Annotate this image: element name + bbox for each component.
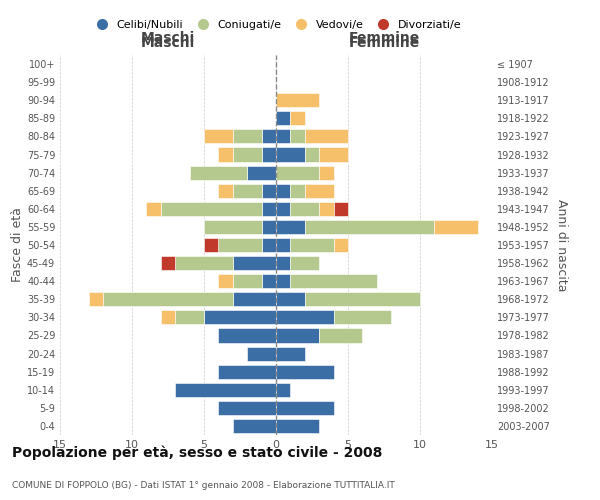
- Bar: [218, 364, 276, 378]
- Bar: [161, 310, 175, 324]
- Bar: [276, 292, 305, 306]
- Bar: [233, 292, 276, 306]
- Bar: [204, 130, 233, 143]
- Bar: [276, 274, 290, 288]
- Bar: [233, 130, 262, 143]
- Bar: [290, 274, 377, 288]
- Bar: [305, 184, 334, 198]
- Bar: [233, 419, 276, 433]
- Bar: [233, 184, 262, 198]
- Bar: [161, 202, 262, 216]
- Bar: [262, 274, 276, 288]
- Bar: [175, 310, 204, 324]
- Bar: [305, 292, 420, 306]
- Bar: [262, 148, 276, 162]
- Bar: [276, 166, 319, 179]
- Bar: [89, 292, 103, 306]
- Bar: [276, 220, 305, 234]
- Bar: [276, 130, 290, 143]
- Text: Popolazione per età, sesso e stato civile - 2008: Popolazione per età, sesso e stato civil…: [12, 446, 382, 460]
- Bar: [276, 202, 290, 216]
- Bar: [218, 328, 276, 342]
- Bar: [290, 256, 319, 270]
- Text: Maschi: Maschi: [141, 31, 195, 45]
- Bar: [276, 310, 334, 324]
- Bar: [319, 328, 362, 342]
- Text: Maschi: Maschi: [141, 36, 195, 50]
- Bar: [276, 401, 334, 415]
- Text: Femmine: Femmine: [349, 36, 419, 50]
- Bar: [319, 202, 334, 216]
- Bar: [233, 274, 262, 288]
- Bar: [262, 184, 276, 198]
- Text: Femmine: Femmine: [349, 31, 419, 45]
- Bar: [175, 256, 233, 270]
- Bar: [262, 220, 276, 234]
- Bar: [175, 382, 276, 397]
- Bar: [276, 328, 319, 342]
- Bar: [276, 256, 290, 270]
- Bar: [262, 130, 276, 143]
- Bar: [276, 419, 319, 433]
- Bar: [276, 148, 305, 162]
- Bar: [290, 112, 305, 126]
- Legend: Celibi/Nubili, Coniugati/e, Vedovi/e, Divorziati/e: Celibi/Nubili, Coniugati/e, Vedovi/e, Di…: [86, 16, 466, 34]
- Bar: [290, 202, 319, 216]
- Bar: [276, 364, 334, 378]
- Bar: [262, 202, 276, 216]
- Bar: [190, 166, 247, 179]
- Bar: [247, 166, 276, 179]
- Bar: [218, 148, 233, 162]
- Bar: [334, 238, 348, 252]
- Bar: [319, 166, 334, 179]
- Bar: [434, 220, 478, 234]
- Bar: [276, 382, 290, 397]
- Bar: [233, 256, 276, 270]
- Bar: [218, 238, 262, 252]
- Bar: [233, 148, 262, 162]
- Bar: [218, 274, 233, 288]
- Bar: [334, 202, 348, 216]
- Bar: [276, 238, 290, 252]
- Bar: [146, 202, 161, 216]
- Text: COMUNE DI FOPPOLO (BG) - Dati ISTAT 1° gennaio 2008 - Elaborazione TUTTITALIA.IT: COMUNE DI FOPPOLO (BG) - Dati ISTAT 1° g…: [12, 480, 395, 490]
- Bar: [290, 184, 305, 198]
- Bar: [276, 93, 319, 108]
- Bar: [276, 184, 290, 198]
- Bar: [161, 256, 175, 270]
- Bar: [276, 112, 290, 126]
- Bar: [305, 220, 434, 234]
- Bar: [247, 346, 276, 360]
- Y-axis label: Fasce di età: Fasce di età: [11, 208, 24, 282]
- Bar: [276, 346, 305, 360]
- Bar: [319, 148, 348, 162]
- Bar: [218, 401, 276, 415]
- Bar: [334, 310, 391, 324]
- Bar: [262, 238, 276, 252]
- Bar: [305, 148, 319, 162]
- Bar: [204, 238, 218, 252]
- Y-axis label: Anni di nascita: Anni di nascita: [555, 198, 568, 291]
- Bar: [290, 130, 305, 143]
- Bar: [103, 292, 233, 306]
- Bar: [218, 184, 233, 198]
- Bar: [305, 130, 348, 143]
- Bar: [204, 310, 276, 324]
- Bar: [204, 220, 262, 234]
- Bar: [290, 238, 334, 252]
